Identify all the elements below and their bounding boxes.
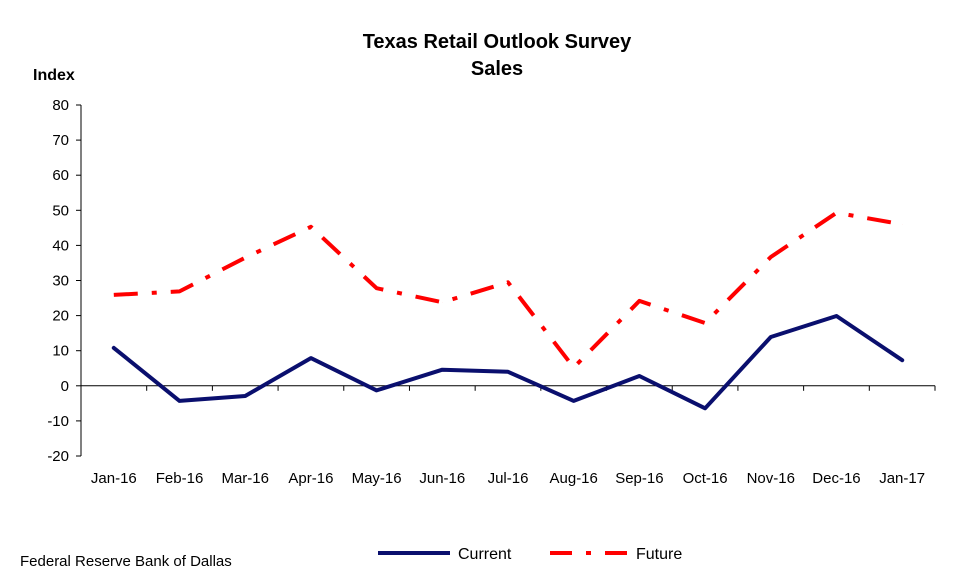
- x-tick-label: Jul-16: [488, 470, 529, 487]
- y-tick-label: 0: [61, 378, 69, 395]
- x-tick-label: Nov-16: [747, 470, 795, 487]
- x-tick-label: Jan-16: [91, 470, 137, 487]
- y-tick-label: 30: [52, 273, 69, 290]
- chart-subtitle: Sales: [471, 58, 523, 80]
- x-tick-label: May-16: [352, 470, 402, 487]
- x-tick-label: Dec-16: [812, 470, 860, 487]
- x-tick-label: Aug-16: [550, 470, 598, 487]
- y-tick-label: 50: [52, 202, 69, 219]
- y-tick-label: 80: [52, 97, 69, 114]
- chart-title: Texas Retail Outlook Survey: [363, 31, 632, 53]
- series-line-future: [113, 210, 903, 370]
- y-axis-title: Index: [33, 67, 75, 84]
- series-line-current: [111, 314, 905, 411]
- legend: Current Future: [378, 546, 682, 563]
- legend-label-current: Current: [458, 546, 512, 563]
- x-tick-label: Jun-16: [419, 470, 465, 487]
- y-tick-label: -10: [47, 413, 69, 430]
- y-tick-label: 70: [52, 132, 69, 149]
- y-tick-label: 60: [52, 167, 69, 184]
- x-tick-label: Feb-16: [156, 470, 204, 487]
- x-tick-label: Oct-16: [683, 470, 728, 487]
- y-axis: 80 70 60 50 40 30 20 10 0 -10 -20: [47, 97, 82, 465]
- x-tick-label: Sep-16: [615, 470, 663, 487]
- y-tick-label: 40: [52, 237, 69, 254]
- plot-area: [111, 210, 905, 411]
- legend-label-future: Future: [636, 546, 682, 563]
- x-tick-label: Mar-16: [221, 470, 269, 487]
- y-tick-label: -20: [47, 448, 69, 465]
- y-tick-label: 10: [52, 343, 69, 360]
- x-tick-label: Jan-17: [879, 470, 925, 487]
- y-tick-label: 20: [52, 308, 69, 325]
- x-axis: Jan-16 Feb-16 Mar-16 Apr-16 May-16 Jun-16 Jul-…: [80, 385, 936, 487]
- x-tick-label: Apr-16: [288, 470, 333, 487]
- source-note: Federal Reserve Bank of Dallas: [20, 553, 232, 570]
